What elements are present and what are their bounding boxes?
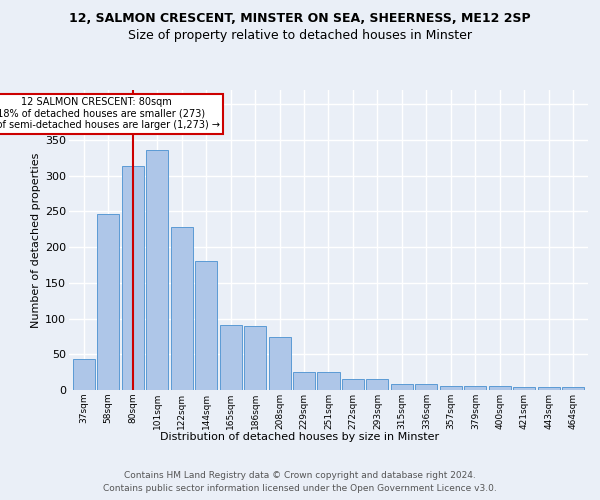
Text: 12 SALMON CRESCENT: 80sqm
← 18% of detached houses are smaller (273)
82% of semi: 12 SALMON CRESCENT: 80sqm ← 18% of detac… — [0, 97, 220, 130]
Bar — [269, 337, 290, 390]
Bar — [122, 166, 143, 390]
Bar — [562, 387, 584, 390]
Bar — [464, 386, 487, 390]
Bar — [415, 384, 437, 390]
Bar — [220, 325, 242, 390]
Bar — [146, 150, 168, 390]
Text: Distribution of detached houses by size in Minster: Distribution of detached houses by size … — [160, 432, 440, 442]
Bar — [244, 326, 266, 390]
Bar — [73, 358, 95, 390]
Bar — [391, 384, 413, 390]
Bar — [440, 386, 462, 390]
Text: Size of property relative to detached houses in Minster: Size of property relative to detached ho… — [128, 29, 472, 42]
Bar — [489, 386, 511, 390]
Text: Contains HM Land Registry data © Crown copyright and database right 2024.: Contains HM Land Registry data © Crown c… — [124, 471, 476, 480]
Bar — [367, 380, 388, 390]
Bar — [514, 387, 535, 390]
Bar — [342, 380, 364, 390]
Text: Contains public sector information licensed under the Open Government Licence v3: Contains public sector information licen… — [103, 484, 497, 493]
Bar — [170, 227, 193, 390]
Bar — [538, 387, 560, 390]
Bar — [317, 372, 340, 390]
Bar — [97, 214, 119, 390]
Y-axis label: Number of detached properties: Number of detached properties — [31, 152, 41, 328]
Text: 12, SALMON CRESCENT, MINSTER ON SEA, SHEERNESS, ME12 2SP: 12, SALMON CRESCENT, MINSTER ON SEA, SHE… — [69, 12, 531, 26]
Bar — [293, 372, 315, 390]
Bar — [195, 262, 217, 390]
